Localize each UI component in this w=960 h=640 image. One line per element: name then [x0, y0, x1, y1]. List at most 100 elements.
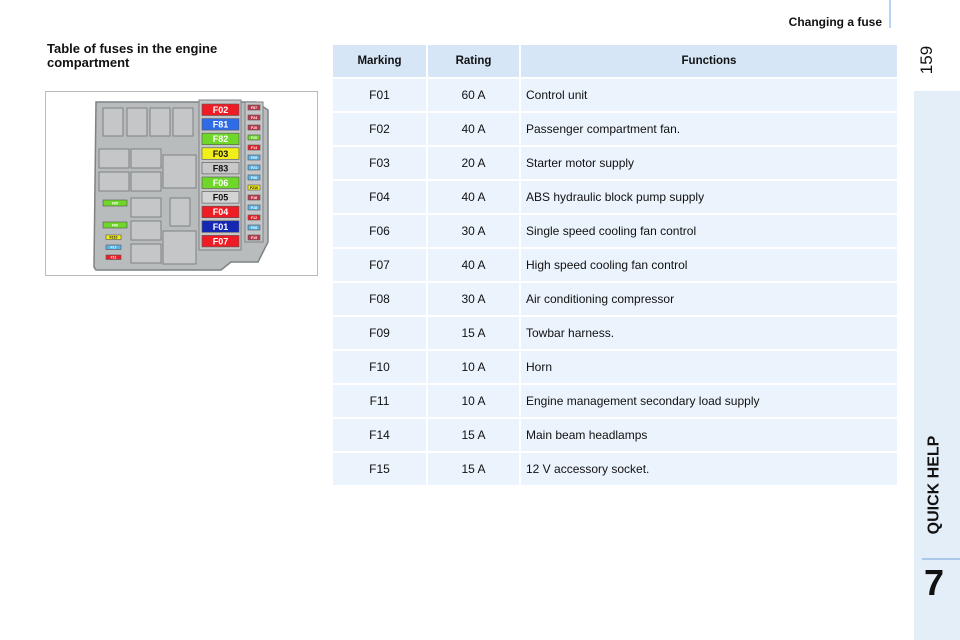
fuse-table: Marking Rating Functions F01 60 A Control … [331, 43, 899, 487]
fuse-label: F17 [110, 246, 116, 250]
table-row: F08 30 A Air conditioning compressor [333, 283, 897, 315]
cell-function: Engine management secondary load supply [521, 385, 897, 417]
cell-rating: 30 A [428, 283, 519, 315]
page-number-text: 159 [917, 45, 936, 75]
chapter-tab [914, 91, 960, 640]
fuse [201, 235, 240, 248]
fuse-label: F18 [251, 206, 257, 210]
fuse-box-illustration: F02 F81 F82 F03 F83 F06 F05 F04 F01 F07 F87 F24 F10 F… [93, 99, 269, 271]
table-row: F06 30 A Single speed cooling fan control [333, 215, 897, 247]
cell-function: Towbar harness. [521, 317, 897, 349]
fuse [102, 199, 128, 207]
fuse [201, 118, 240, 131]
fuse [247, 154, 261, 161]
fuse-label: F86 [112, 223, 118, 227]
table-row: F11 10 A Engine management secondary load … [333, 385, 897, 417]
fuse-label: F81 [213, 120, 229, 130]
table-row: F07 40 A High speed cooling fan control [333, 249, 897, 281]
cell-marking: F01 [333, 79, 426, 111]
fuse-label: F02 [213, 105, 229, 115]
fuse-label: F20 [251, 136, 257, 140]
fuse-label: F14 [251, 146, 257, 150]
fuse [201, 220, 240, 233]
fuse [247, 214, 261, 221]
cell-marking: F07 [333, 249, 426, 281]
fuse-label: F82 [213, 134, 229, 144]
fuse [247, 194, 261, 201]
fuse [247, 204, 261, 211]
cell-marking: F10 [333, 351, 426, 383]
fuse-label: F01 [213, 222, 229, 232]
fuse-label: F24 [251, 116, 257, 120]
cell-marking: F06 [333, 215, 426, 247]
cell-marking: F14 [333, 419, 426, 451]
cell-function: Control unit [521, 79, 897, 111]
cell-function: Main beam headlamps [521, 419, 897, 451]
fuse-label: F09 [251, 156, 257, 160]
fuse-label: F210 [250, 186, 258, 190]
column-header-marking: Marking [333, 45, 426, 77]
fuse-label: F10 [251, 126, 257, 130]
cell-rating: 10 A [428, 351, 519, 383]
fuse-label: F12 [251, 216, 257, 220]
fuse [105, 244, 122, 250]
cell-rating: 40 A [428, 249, 519, 281]
fuse [247, 164, 261, 171]
page-heading: Table of fuses in the engine compartment [47, 41, 218, 70]
chapter-number: 7 [923, 562, 945, 603]
fuse [247, 144, 261, 151]
fuse [247, 124, 261, 131]
cell-function: High speed cooling fan control [521, 249, 897, 281]
fuse [201, 176, 240, 189]
fuse [201, 191, 240, 204]
column-header-functions: Functions [521, 45, 897, 77]
fuse [105, 234, 122, 240]
table-row: F14 15 A Main beam headlamps [333, 419, 897, 451]
cell-rating: 20 A [428, 147, 519, 179]
fuse-label: F03 [213, 149, 229, 159]
fuse [102, 221, 128, 229]
table-header-row: Marking Rating Functions [333, 45, 897, 77]
cell-function: Starter motor supply [521, 147, 897, 179]
fuse [201, 103, 240, 116]
header-divider [889, 0, 891, 28]
table-row: F15 15 A 12 V accessory socket. [333, 453, 897, 485]
fuse-label: F19 [251, 236, 257, 240]
cell-rating: 15 A [428, 453, 519, 485]
column-header-rating: Rating [428, 45, 519, 77]
cell-function: ABS hydraulic block pump supply [521, 181, 897, 213]
table-row: F03 20 A Starter motor supply [333, 147, 897, 179]
cell-rating: 30 A [428, 215, 519, 247]
fuse-box-diagram: F02 F81 F82 F03 F83 F06 F05 F04 F01 F07 F87 F24 F10 F… [45, 91, 318, 276]
cell-rating: 60 A [428, 79, 519, 111]
fuse [201, 132, 240, 146]
fuse-label: F30 [251, 176, 257, 180]
fuse [201, 162, 240, 175]
cell-rating: 15 A [428, 317, 519, 349]
fuse-label: F87 [251, 106, 257, 110]
fuse-label: F05 [213, 193, 229, 203]
cell-rating: 15 A [428, 419, 519, 451]
table-row: F02 40 A Passenger compartment fan. [333, 113, 897, 145]
fuse-label: F06 [213, 178, 229, 188]
cell-marking: F02 [333, 113, 426, 145]
fuse [247, 224, 261, 231]
fuse-label: F16 [251, 196, 257, 200]
table-row: F09 15 A Towbar harness. [333, 317, 897, 349]
fuse-label: F11 [111, 256, 117, 260]
fuse [247, 234, 261, 241]
fuse [105, 254, 122, 260]
cell-marking: F08 [333, 283, 426, 315]
fuse [247, 174, 261, 181]
fuse [247, 114, 261, 121]
fuse-label: F08 [251, 226, 257, 230]
fuse [201, 205, 240, 218]
chapter-divider [922, 558, 960, 560]
fuse-label: F04 [213, 207, 229, 217]
cell-function: Single speed cooling fan control [521, 215, 897, 247]
cell-marking: F03 [333, 147, 426, 179]
fuse-label: F210 [110, 236, 118, 240]
chapter-label: QUICK HELP [914, 420, 954, 550]
page-number: 159 [912, 40, 942, 80]
cell-function: Air conditioning compressor [521, 283, 897, 315]
